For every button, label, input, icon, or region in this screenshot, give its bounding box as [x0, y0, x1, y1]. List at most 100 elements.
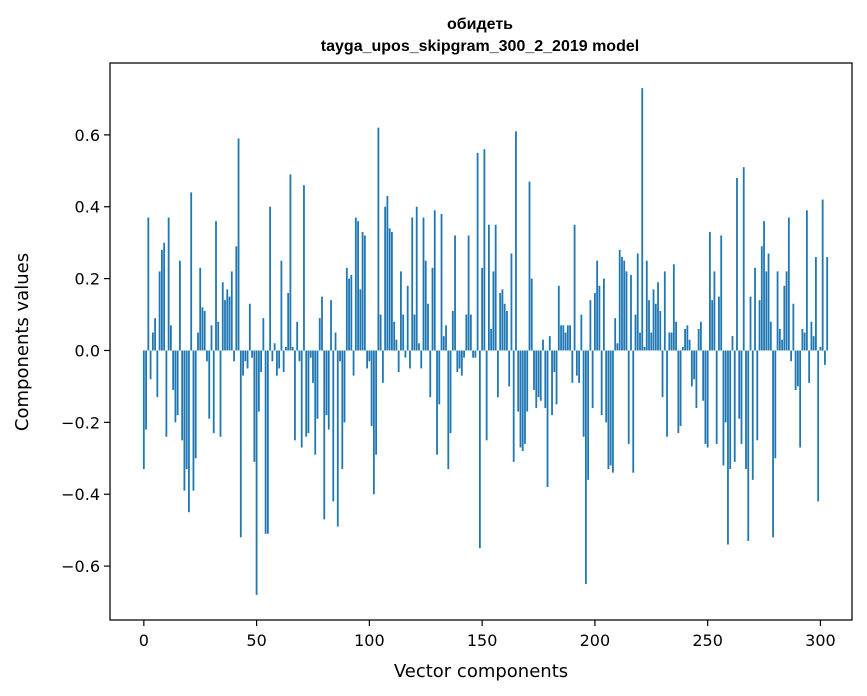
bar-component-210 [616, 343, 619, 351]
bar-component-244 [693, 350, 696, 380]
bar-component-76 [314, 350, 317, 455]
bar-component-216 [630, 275, 632, 351]
bar-component-182 [553, 350, 556, 373]
bar-component-88 [341, 350, 344, 470]
bar-component-61 [280, 260, 283, 351]
bar-component-148 [476, 152, 479, 351]
bar-component-67 [294, 350, 296, 441]
chart-title: обидеть [447, 16, 513, 33]
bar-component-138 [454, 235, 456, 351]
bar-component-160 [503, 303, 506, 351]
bar-component-57 [271, 350, 274, 362]
bar-component-301 [821, 199, 824, 351]
bar-component-89 [343, 350, 346, 423]
bar-component-37 [226, 289, 229, 351]
bar-component-48 [251, 350, 253, 358]
bar-component-40 [233, 350, 235, 362]
bar-component-13 [172, 350, 175, 391]
bar-component-260 [729, 350, 732, 470]
bar-component-236 [675, 321, 677, 351]
bar-component-105 [379, 314, 382, 351]
bar-component-79 [321, 296, 323, 351]
bar-component-118 [409, 350, 411, 369]
bar-component-99 [366, 350, 368, 369]
bar-component-197 [587, 350, 590, 480]
bar-component-194 [580, 314, 583, 351]
bar-component-241 [686, 325, 689, 351]
bar-component-30 [210, 325, 213, 351]
bar-component-257 [722, 350, 725, 466]
bar-component-303 [826, 257, 829, 351]
bar-component-52 [260, 350, 262, 373]
bar-component-94 [354, 217, 357, 351]
bar-component-258 [724, 350, 727, 423]
bar-component-25 [199, 267, 202, 351]
bar-component-283 [781, 339, 783, 351]
bar-component-121 [415, 206, 418, 351]
bar-component-302 [824, 350, 826, 365]
bar-component-26 [201, 307, 204, 351]
bar-component-46 [246, 350, 249, 369]
bar-component-191 [573, 224, 576, 351]
bar-component-4 [151, 332, 154, 351]
bar-component-275 [763, 221, 765, 351]
bar-component-28 [206, 350, 208, 362]
bar-component-126 [427, 303, 429, 351]
bar-component-162 [508, 350, 511, 387]
bar-component-166 [517, 350, 520, 412]
bar-component-279 [772, 350, 774, 538]
bar-component-68 [296, 321, 299, 351]
bar-component-184 [557, 285, 560, 351]
bar-component-172 [530, 278, 533, 351]
bar-component-47 [248, 303, 251, 351]
bar-component-113 [397, 350, 400, 373]
bar-component-174 [535, 350, 538, 408]
bar-component-170 [526, 350, 529, 412]
bar-component-220 [639, 332, 641, 351]
bar-component-69 [298, 350, 301, 362]
bar-component-156 [494, 224, 497, 351]
bar-component-214 [625, 271, 628, 351]
bar-component-139 [456, 350, 459, 373]
bar-component-21 [190, 192, 193, 351]
bar-component-202 [598, 285, 601, 351]
bar-component-75 [312, 350, 314, 383]
bar-component-164 [512, 350, 515, 462]
bar-component-208 [612, 350, 614, 473]
bar-component-219 [636, 253, 639, 351]
x-tick-label: 50 [246, 631, 266, 650]
bar-component-43 [239, 350, 242, 538]
bar-component-0 [142, 350, 145, 470]
bar-component-242 [688, 339, 691, 351]
bar-component-65 [289, 174, 292, 351]
bar-component-24 [197, 332, 199, 351]
bar-component-119 [411, 217, 414, 351]
bar-component-200 [593, 292, 596, 351]
bar-component-22 [192, 350, 195, 491]
bar-series [142, 88, 829, 595]
bar-component-206 [607, 350, 610, 470]
bar-component-198 [589, 300, 592, 351]
bar-component-270 [751, 350, 754, 480]
bar-component-73 [307, 350, 310, 434]
bar-component-163 [510, 253, 513, 351]
bar-component-284 [783, 285, 786, 351]
bar-component-72 [305, 350, 308, 437]
bar-component-259 [727, 350, 729, 545]
bar-component-96 [359, 289, 362, 351]
x-axis-ticks: 0 50 100 150 200 250 300 [139, 620, 836, 650]
bar-component-3 [149, 350, 152, 380]
bar-component-45 [244, 350, 247, 362]
bar-component-51 [257, 350, 260, 412]
bar-component-250 [706, 350, 709, 448]
bar-component-10 [165, 350, 168, 437]
bar-component-50 [255, 350, 258, 595]
bar-component-282 [778, 328, 781, 351]
bar-component-211 [618, 249, 621, 351]
y-tick-label: −0.2 [61, 413, 100, 432]
bar-component-107 [384, 206, 387, 351]
bar-component-53 [262, 318, 265, 351]
bar-component-248 [702, 350, 705, 401]
